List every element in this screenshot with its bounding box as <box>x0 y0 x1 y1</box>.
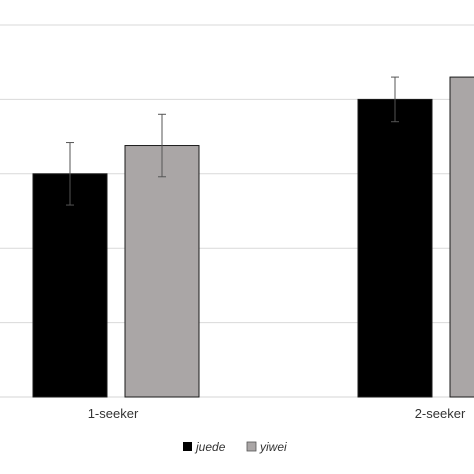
bar-juede-1-seeker <box>32 173 108 398</box>
legend-swatch-juede <box>183 442 192 451</box>
bars <box>32 76 474 398</box>
bar-juede-2-seeker <box>357 98 433 398</box>
bar-yiwei-2-seeker <box>449 76 474 398</box>
error-bar-juede-1-seeker <box>66 142 74 206</box>
x-tick-label-2-seeker: 2-seeker <box>415 406 466 421</box>
error-bars <box>66 76 399 206</box>
error-bar-yiwei-1-seeker <box>158 113 166 178</box>
bar-yiwei-1-seeker <box>124 145 200 398</box>
legend: juede yiwei <box>183 440 287 454</box>
x-tick-label-1-seeker: 1-seeker <box>88 406 139 421</box>
legend-label-juede: juede <box>194 440 226 454</box>
legend-label-yiwei: yiwei <box>259 440 287 454</box>
legend-swatch-yiwei <box>246 441 257 452</box>
error-bar-juede-2-seeker <box>391 76 399 123</box>
